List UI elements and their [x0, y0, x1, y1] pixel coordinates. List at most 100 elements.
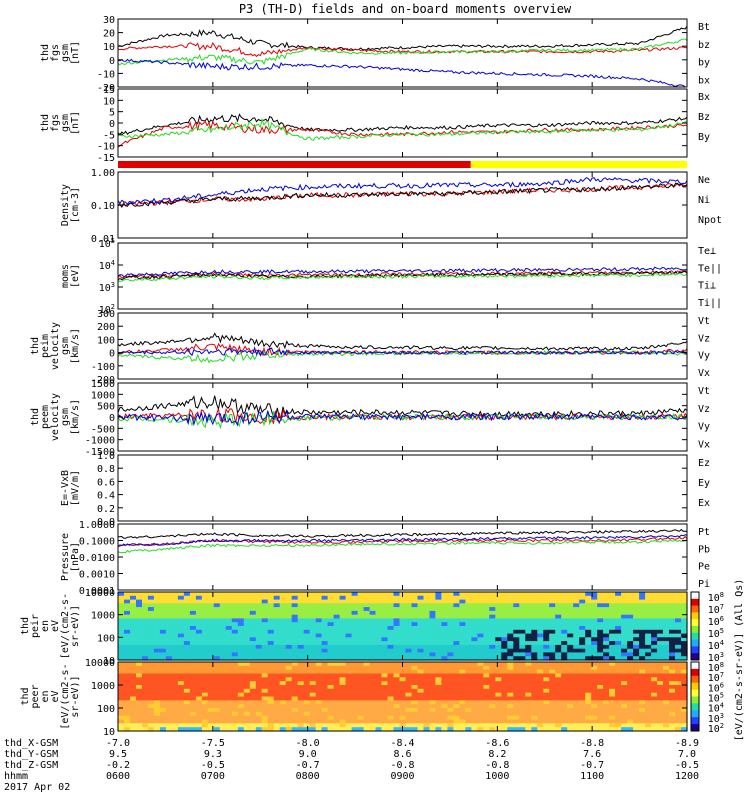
spectrogram-cell [585, 677, 592, 682]
spectrogram-cell [130, 662, 137, 667]
spectrogram-cell [441, 700, 448, 705]
spectrogram-cell [681, 685, 688, 690]
spectrogram-cell [237, 711, 245, 717]
y-axis-label: thd [20, 687, 31, 705]
spectrogram-cell [657, 685, 664, 690]
spectrogram-cell [441, 599, 448, 604]
spectrogram-cell [136, 603, 143, 608]
spectrogram-cell [657, 711, 664, 717]
spectrogram-cell [225, 637, 233, 642]
spectrogram-cell [681, 688, 688, 694]
y-tick-label: 1000 [91, 681, 115, 692]
spectrogram-cell [285, 708, 293, 713]
spectrogram-cell [399, 708, 407, 713]
spectrogram-cell [477, 677, 484, 682]
spectrogram-cell [609, 641, 616, 646]
spectrogram-cell [153, 603, 161, 608]
spectrogram-cell [615, 626, 622, 631]
spectrogram-cell [561, 618, 568, 623]
spectrogram-cell [441, 665, 448, 671]
spectrogram-cell [249, 685, 257, 690]
spectrogram-cell [249, 622, 257, 627]
spectrogram-cell [393, 656, 401, 661]
spectrogram-cell [615, 610, 622, 616]
spectrogram-cell [309, 633, 317, 638]
spectrogram-cell [453, 723, 460, 728]
spectrogram-cell [441, 669, 448, 675]
spectrogram-cell [459, 629, 466, 635]
spectrogram-cell [279, 673, 287, 678]
spectrogram-cell [591, 656, 598, 661]
spectrogram-cell [147, 688, 155, 694]
spectrogram-cell [171, 595, 179, 601]
spectrogram-cell [669, 641, 676, 646]
spectrogram-cell [285, 656, 293, 661]
spectrogram-cell [459, 626, 466, 631]
spectrogram-cell [142, 599, 149, 604]
spectrogram-cell [669, 727, 676, 732]
spectrogram-cell [609, 644, 616, 650]
spectrogram-cell [657, 622, 664, 627]
spectrogram-cell [273, 607, 281, 612]
spectrogram-cell [237, 607, 245, 612]
spectrogram-cell [669, 607, 676, 612]
spectrogram-cell [327, 592, 335, 597]
spectrogram-cell [303, 685, 311, 690]
spectrogram-cell [153, 677, 161, 682]
spectrogram-cell [471, 592, 478, 597]
spectrogram-cell [189, 688, 197, 694]
spectrogram-cell [327, 622, 335, 627]
spectrogram-cell [279, 614, 287, 620]
spectrogram-cell [579, 708, 586, 713]
spectrogram-cell [201, 592, 209, 597]
spectrogram-cell [231, 626, 239, 631]
spectrogram-cell [219, 633, 227, 638]
spectrogram-cell [543, 669, 550, 675]
spectrogram-cell [201, 652, 209, 657]
spectrogram-cell [435, 633, 442, 638]
spectrogram-cell [267, 711, 275, 717]
spectrogram-cell [321, 644, 329, 650]
spectrogram-cell [603, 727, 610, 732]
spectrogram-cell [189, 673, 197, 678]
spectrogram-cell [297, 692, 305, 698]
spectrogram-cell [261, 685, 269, 690]
spectrogram-cell [411, 723, 419, 728]
y-tick-label: 0 [109, 56, 115, 67]
spectrogram-cell [255, 610, 263, 616]
spectrogram-cell [489, 669, 496, 675]
spectrogram-cell [447, 618, 454, 623]
series-line-pe [117, 538, 688, 554]
spectrogram-cell [142, 692, 149, 698]
spectrogram-cell [387, 648, 395, 654]
spectrogram-cell [651, 599, 658, 604]
spectrogram-cell [237, 723, 245, 728]
spectrogram-cell [381, 633, 389, 638]
spectrogram-cell [513, 669, 520, 675]
spectrogram-cell [555, 603, 562, 608]
spectrogram-cell [393, 629, 401, 635]
spectrogram-cell [495, 607, 502, 612]
x-row-value: -8.6 [485, 738, 509, 749]
spectrogram-cell [561, 595, 568, 601]
spectrogram-cell [345, 719, 353, 724]
spectrogram-cell [369, 719, 377, 724]
spectrogram-cell [231, 696, 239, 701]
spectrogram-cell [249, 708, 257, 713]
spectrogram-cell [303, 599, 311, 604]
spectrogram-cell [555, 614, 562, 620]
spectrogram-cell [267, 688, 275, 694]
panel-frame [117, 312, 688, 380]
spectrogram-cell [417, 673, 425, 678]
spectrogram-cell [273, 665, 281, 671]
spectrogram-cell [549, 629, 556, 635]
spectrogram-cell [279, 629, 287, 635]
spectrogram-cell [585, 727, 592, 732]
spectrogram-cell [279, 700, 287, 705]
spectrogram-cell [597, 704, 604, 709]
spectrogram-cell [177, 681, 185, 686]
spectrogram-cell [381, 592, 389, 597]
spectrogram-cell [417, 626, 425, 631]
spectrogram-cell [207, 662, 215, 667]
spectrogram-cell [273, 711, 281, 717]
